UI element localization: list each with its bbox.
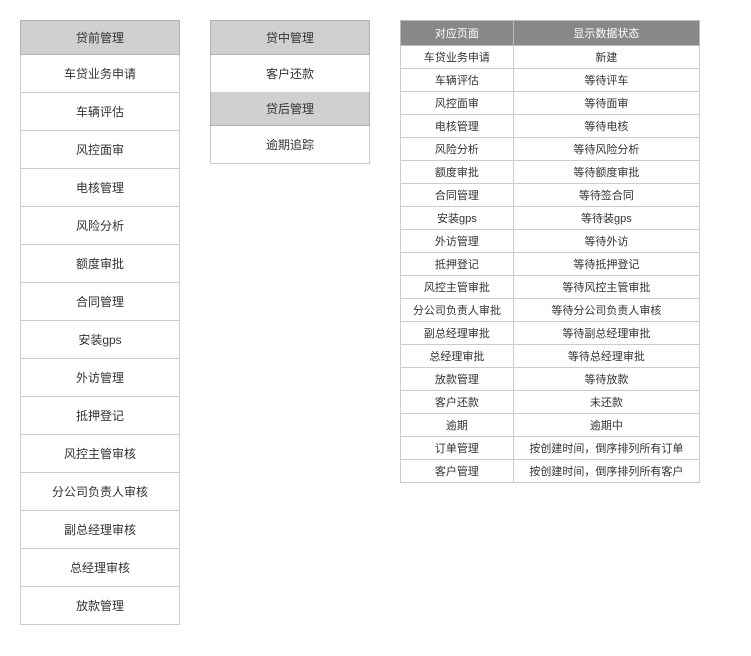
table-row: 车贷业务申请新建 xyxy=(401,46,700,69)
table-cell-page: 安装gps xyxy=(401,207,514,230)
pre-loan-item: 风险分析 xyxy=(20,207,180,245)
table-cell-page: 客户管理 xyxy=(401,460,514,483)
table-cell-status: 等待风控主管审批 xyxy=(513,276,699,299)
table-cell-page: 逾期 xyxy=(401,414,514,437)
pre-loan-item: 外访管理 xyxy=(20,359,180,397)
pre-loan-item: 分公司负责人审核 xyxy=(20,473,180,511)
table-row: 车辆评估等待评车 xyxy=(401,69,700,92)
table-cell-page: 总经理审批 xyxy=(401,345,514,368)
table-row: 电核管理等待电核 xyxy=(401,115,700,138)
status-table-header-row: 对应页面 显示数据状态 xyxy=(401,21,700,46)
status-table-column: 对应页面 显示数据状态 车贷业务申请新建车辆评估等待评车风控面审等待面审电核管理… xyxy=(400,20,700,483)
table-cell-page: 风控面审 xyxy=(401,92,514,115)
table-row: 风险分析等待风险分析 xyxy=(401,138,700,161)
table-cell-status: 等待副总经理审批 xyxy=(513,322,699,345)
table-row: 客户管理按创建时间，倒序排列所有客户 xyxy=(401,460,700,483)
table-row: 客户还款未还款 xyxy=(401,391,700,414)
pre-loan-item: 风控主管审核 xyxy=(20,435,180,473)
mid-section-header: 贷中管理 xyxy=(210,20,370,55)
table-cell-status: 等待面审 xyxy=(513,92,699,115)
table-cell-page: 车贷业务申请 xyxy=(401,46,514,69)
table-cell-status: 新建 xyxy=(513,46,699,69)
pre-loan-header: 贷前管理 xyxy=(20,20,180,55)
table-cell-status: 等待分公司负责人审核 xyxy=(513,299,699,322)
table-cell-page: 电核管理 xyxy=(401,115,514,138)
mid-section-item: 客户还款 xyxy=(210,55,370,93)
table-cell-page: 副总经理审批 xyxy=(401,322,514,345)
table-cell-status: 等待外访 xyxy=(513,230,699,253)
table-cell-status: 等待签合同 xyxy=(513,184,699,207)
table-cell-status: 等待装gps xyxy=(513,207,699,230)
table-row: 放款管理等待放款 xyxy=(401,368,700,391)
table-row: 额度审批等待额度审批 xyxy=(401,161,700,184)
pre-loan-item: 合同管理 xyxy=(20,283,180,321)
pre-loan-item: 额度审批 xyxy=(20,245,180,283)
pre-loan-item: 安装gps xyxy=(20,321,180,359)
table-row: 订单管理按创建时间，倒序排列所有订单 xyxy=(401,437,700,460)
mid-section-item: 逾期追踪 xyxy=(210,126,370,164)
table-cell-status: 等待放款 xyxy=(513,368,699,391)
table-row: 外访管理等待外访 xyxy=(401,230,700,253)
mid-column: 贷中管理客户还款贷后管理逾期追踪 xyxy=(210,20,370,164)
table-row: 风控主管审批等待风控主管审批 xyxy=(401,276,700,299)
table-row: 风控面审等待面审 xyxy=(401,92,700,115)
table-cell-page: 外访管理 xyxy=(401,230,514,253)
table-cell-status: 按创建时间，倒序排列所有订单 xyxy=(513,437,699,460)
table-cell-page: 风险分析 xyxy=(401,138,514,161)
table-row: 副总经理审批等待副总经理审批 xyxy=(401,322,700,345)
table-cell-page: 合同管理 xyxy=(401,184,514,207)
mid-section-header: 贷后管理 xyxy=(210,92,370,126)
table-row: 安装gps等待装gps xyxy=(401,207,700,230)
table-cell-status: 按创建时间，倒序排列所有客户 xyxy=(513,460,699,483)
table-cell-page: 放款管理 xyxy=(401,368,514,391)
table-row: 分公司负责人审批等待分公司负责人审核 xyxy=(401,299,700,322)
pre-loan-item: 车辆评估 xyxy=(20,93,180,131)
pre-loan-column: 贷前管理 车贷业务申请车辆评估风控面审电核管理风险分析额度审批合同管理安装gps… xyxy=(20,20,180,625)
table-cell-status: 等待电核 xyxy=(513,115,699,138)
table-cell-page: 客户还款 xyxy=(401,391,514,414)
pre-loan-item: 电核管理 xyxy=(20,169,180,207)
table-cell-page: 风控主管审批 xyxy=(401,276,514,299)
table-cell-page: 额度审批 xyxy=(401,161,514,184)
status-table-col-page: 对应页面 xyxy=(401,21,514,46)
table-row: 逾期逾期中 xyxy=(401,414,700,437)
table-row: 总经理审批等待总经理审批 xyxy=(401,345,700,368)
layout-container: 贷前管理 车贷业务申请车辆评估风控面审电核管理风险分析额度审批合同管理安装gps… xyxy=(20,20,731,625)
table-cell-status: 等待额度审批 xyxy=(513,161,699,184)
status-table: 对应页面 显示数据状态 车贷业务申请新建车辆评估等待评车风控面审等待面审电核管理… xyxy=(400,20,700,483)
pre-loan-item: 风控面审 xyxy=(20,131,180,169)
table-row: 合同管理等待签合同 xyxy=(401,184,700,207)
pre-loan-item: 总经理审核 xyxy=(20,549,180,587)
table-row: 抵押登记等待抵押登记 xyxy=(401,253,700,276)
table-cell-status: 逾期中 xyxy=(513,414,699,437)
table-cell-page: 分公司负责人审批 xyxy=(401,299,514,322)
pre-loan-item: 副总经理审核 xyxy=(20,511,180,549)
table-cell-page: 车辆评估 xyxy=(401,69,514,92)
table-cell-status: 等待风险分析 xyxy=(513,138,699,161)
table-cell-page: 订单管理 xyxy=(401,437,514,460)
table-cell-page: 抵押登记 xyxy=(401,253,514,276)
table-cell-status: 等待总经理审批 xyxy=(513,345,699,368)
pre-loan-item: 车贷业务申请 xyxy=(20,55,180,93)
pre-loan-item: 放款管理 xyxy=(20,587,180,625)
status-table-col-status: 显示数据状态 xyxy=(513,21,699,46)
table-cell-status: 未还款 xyxy=(513,391,699,414)
table-cell-status: 等待抵押登记 xyxy=(513,253,699,276)
table-cell-status: 等待评车 xyxy=(513,69,699,92)
pre-loan-item: 抵押登记 xyxy=(20,397,180,435)
